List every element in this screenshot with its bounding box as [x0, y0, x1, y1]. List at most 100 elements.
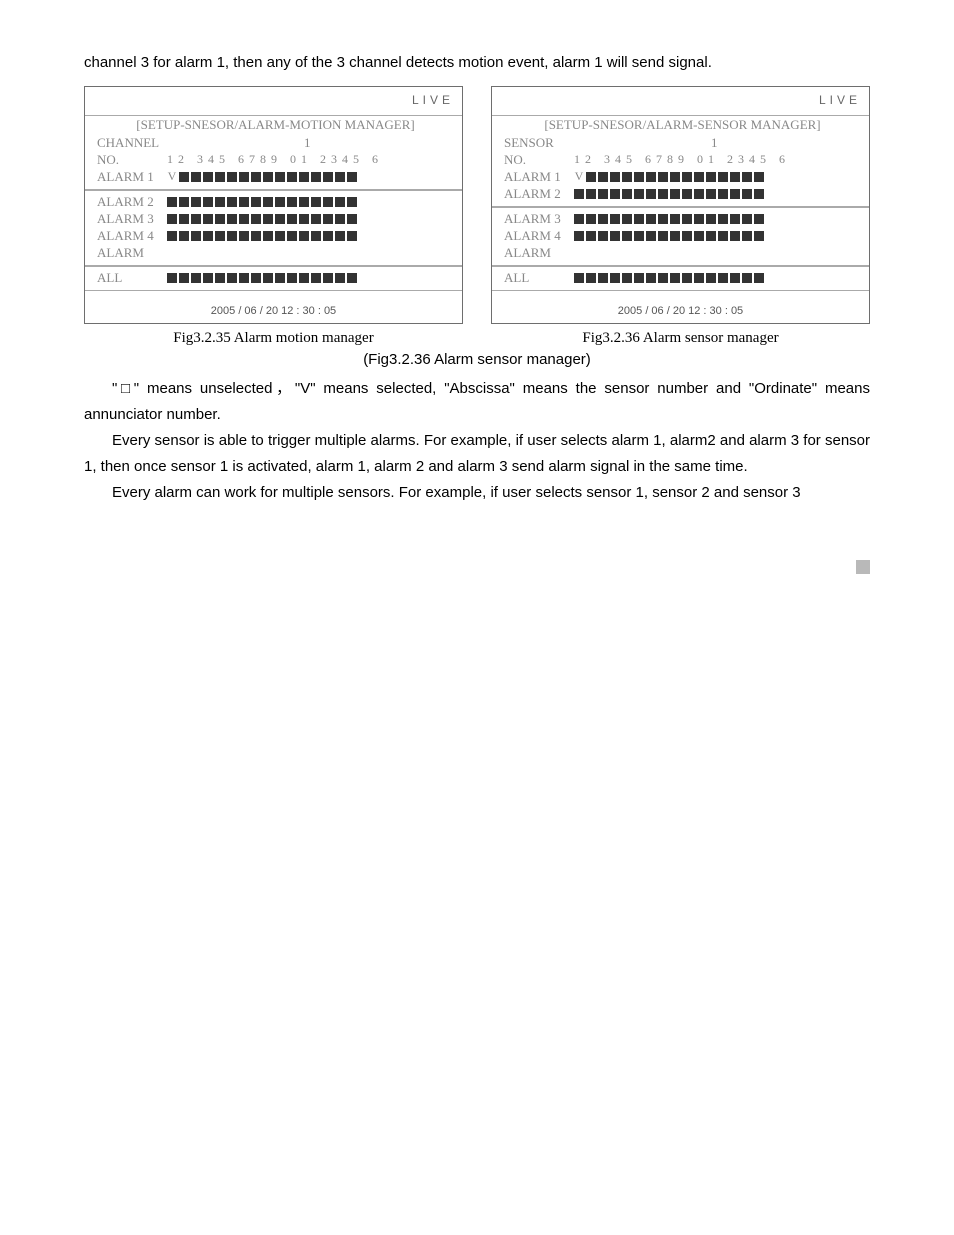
checkbox-square[interactable] [646, 172, 656, 182]
checkbox-square[interactable] [754, 273, 764, 283]
checkbox-square[interactable] [203, 172, 213, 182]
checkbox-square[interactable] [658, 273, 668, 283]
checkbox-square[interactable] [658, 214, 668, 224]
checkbox-square[interactable] [574, 231, 584, 241]
checkbox-square[interactable] [311, 197, 321, 207]
checkbox-square[interactable] [191, 231, 201, 241]
checkbox-square[interactable] [586, 214, 596, 224]
checkbox-square[interactable] [239, 172, 249, 182]
checkbox-square[interactable] [227, 231, 237, 241]
checkbox-square[interactable] [263, 231, 273, 241]
checkbox-square[interactable] [191, 172, 201, 182]
checkbox-square[interactable] [742, 189, 752, 199]
checkbox-square[interactable] [658, 189, 668, 199]
checkbox-square[interactable] [191, 214, 201, 224]
checkbox-square[interactable] [754, 214, 764, 224]
checkbox-square[interactable] [275, 273, 285, 283]
checkbox-square[interactable] [682, 189, 692, 199]
checkbox-square[interactable] [658, 231, 668, 241]
checkbox-square[interactable] [347, 214, 357, 224]
checkbox-square[interactable] [251, 172, 261, 182]
checkbox-square[interactable] [275, 172, 285, 182]
checkbox-square[interactable] [742, 231, 752, 241]
checkbox-square[interactable] [706, 231, 716, 241]
checkbox-square[interactable] [215, 214, 225, 224]
checkbox-square[interactable] [287, 273, 297, 283]
checkbox-square[interactable] [622, 273, 632, 283]
checkbox-square[interactable] [730, 172, 740, 182]
checkbox-square[interactable] [598, 189, 608, 199]
checkbox-square[interactable] [610, 273, 620, 283]
checkbox-square[interactable] [263, 197, 273, 207]
checkbox-square[interactable] [179, 197, 189, 207]
checkbox-square[interactable] [754, 189, 764, 199]
checkbox-square[interactable] [263, 273, 273, 283]
checkbox-square[interactable] [251, 231, 261, 241]
checkbox-square[interactable] [634, 231, 644, 241]
checkbox-square[interactable] [646, 231, 656, 241]
checkbox-square[interactable] [239, 214, 249, 224]
checkbox-square[interactable] [670, 189, 680, 199]
checkbox-square[interactable] [586, 231, 596, 241]
checkbox-square[interactable] [227, 214, 237, 224]
checkbox-square[interactable] [586, 172, 596, 182]
checkbox-square[interactable] [658, 172, 668, 182]
checkbox-square[interactable] [335, 214, 345, 224]
checkbox-square[interactable] [227, 273, 237, 283]
checkbox-square[interactable] [239, 197, 249, 207]
checkbox-square[interactable] [694, 273, 704, 283]
checkbox-square[interactable] [311, 273, 321, 283]
checkbox-square[interactable] [730, 273, 740, 283]
checkbox-square[interactable] [251, 273, 261, 283]
checkbox-square[interactable] [706, 214, 716, 224]
checkbox-square[interactable] [239, 231, 249, 241]
checkbox-square[interactable] [718, 214, 728, 224]
checkbox-square[interactable] [311, 231, 321, 241]
checkbox-square[interactable] [179, 231, 189, 241]
checkbox-square[interactable] [670, 273, 680, 283]
checkbox-square[interactable] [610, 172, 620, 182]
checkbox-square[interactable] [754, 231, 764, 241]
checkbox-square[interactable] [730, 189, 740, 199]
checkbox-square[interactable] [203, 273, 213, 283]
checkbox-square[interactable] [299, 172, 309, 182]
checkbox-square[interactable] [670, 231, 680, 241]
checkbox-square[interactable] [251, 197, 261, 207]
checkbox-square[interactable] [179, 214, 189, 224]
checkbox-square[interactable] [598, 172, 608, 182]
checkbox-square[interactable] [287, 197, 297, 207]
checkbox-square[interactable] [646, 214, 656, 224]
checkbox-square[interactable] [323, 197, 333, 207]
checkbox-square[interactable] [682, 172, 692, 182]
checkbox-square[interactable] [730, 214, 740, 224]
checkbox-square[interactable] [323, 231, 333, 241]
checkbox-square[interactable] [682, 231, 692, 241]
checkbox-square[interactable] [251, 214, 261, 224]
checkbox-square[interactable] [179, 172, 189, 182]
checkbox-square[interactable] [682, 273, 692, 283]
checkbox-square[interactable] [227, 197, 237, 207]
checkbox-square[interactable] [634, 172, 644, 182]
checkbox-square[interactable] [323, 273, 333, 283]
checkbox-square[interactable] [610, 189, 620, 199]
checkbox-square[interactable] [598, 273, 608, 283]
checkbox-square[interactable] [191, 273, 201, 283]
checkbox-square[interactable] [742, 172, 752, 182]
checkbox-square[interactable] [347, 172, 357, 182]
checkbox-square[interactable] [215, 273, 225, 283]
checkbox-square[interactable] [718, 189, 728, 199]
checkbox-square[interactable] [610, 214, 620, 224]
checkbox-square[interactable] [323, 172, 333, 182]
checkbox-square[interactable] [622, 172, 632, 182]
checkbox-square[interactable] [694, 172, 704, 182]
checkbox-square[interactable] [706, 273, 716, 283]
checkbox-square[interactable] [718, 172, 728, 182]
checkbox-square[interactable] [335, 172, 345, 182]
checkbox-square[interactable] [574, 273, 584, 283]
checkbox-square[interactable] [706, 189, 716, 199]
checkbox-square[interactable] [323, 214, 333, 224]
checkbox-square[interactable] [586, 189, 596, 199]
checkbox-square[interactable] [299, 273, 309, 283]
checkbox-square[interactable] [215, 197, 225, 207]
checkbox-square[interactable] [299, 197, 309, 207]
